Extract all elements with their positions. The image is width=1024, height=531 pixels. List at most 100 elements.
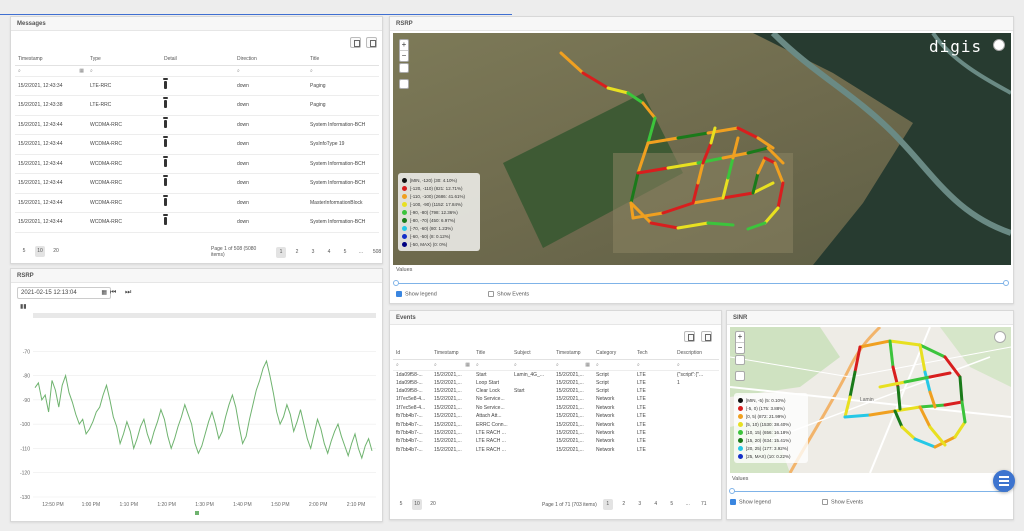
column-header[interactable]: Title <box>307 53 379 66</box>
info-icon[interactable] <box>163 136 168 148</box>
rsrp-map[interactable]: + − digis [MIN, -120) (30: 4.10%) [-120, … <box>393 33 1011 265</box>
column-header[interactable]: Type <box>87 53 161 66</box>
page-number[interactable]: 2 <box>295 248 299 255</box>
show-events-checkbox[interactable]: Show Events <box>822 499 863 505</box>
column-header[interactable]: Title <box>473 347 511 360</box>
checkbox-unchecked[interactable] <box>488 291 494 297</box>
filter-cell[interactable]: ⌕ <box>87 65 161 77</box>
table-row[interactable]: 15/2/2021, 12:43:38 LTE-RRC down Paging <box>15 95 379 116</box>
table-row[interactable]: 1da09f58-... 15/2/2021,... Clear Lock Start… <box>393 387 719 395</box>
checkbox-unchecked[interactable] <box>822 499 828 505</box>
column-header[interactable]: Tech <box>634 347 674 360</box>
filter-cell[interactable]: ⌕ <box>634 359 674 371</box>
info-icon[interactable] <box>163 175 168 187</box>
filter-cell[interactable]: ⌕ <box>511 359 553 371</box>
table-row[interactable]: 1da09f58-... 15/2/2021,... Loop Start 15/2/… <box>393 379 719 387</box>
copy-button[interactable] <box>366 37 377 48</box>
checkbox-checked[interactable] <box>396 291 402 297</box>
skip-back-icon[interactable]: ⏮ <box>110 289 117 296</box>
column-header[interactable]: Description <box>674 347 719 360</box>
page-number[interactable]: 5 <box>343 248 347 255</box>
table-row[interactable]: 15/2/2021, 12:43:44 WCDMA-RRC down System I… <box>15 212 379 233</box>
column-header[interactable]: Timestamp <box>15 53 87 66</box>
column-header[interactable]: Subject <box>511 347 553 360</box>
page-number[interactable]: 5 <box>670 501 674 507</box>
column-header[interactable]: Timestamp <box>553 347 593 360</box>
column-header[interactable]: Direction <box>234 53 307 66</box>
filter-cell[interactable] <box>161 65 234 77</box>
column-header[interactable]: Category <box>593 347 634 360</box>
table-row[interactable]: 1f7ec5e8-4... 15/2/2021,... No Service... 1… <box>393 404 719 412</box>
table-row[interactable]: 15/2/2021, 12:43:44 WCDMA-RRC down MasterIn… <box>15 193 379 213</box>
copy-button[interactable] <box>701 331 712 342</box>
filter-cell[interactable]: ⌕ <box>234 65 307 77</box>
table-row[interactable]: 15/2/2021, 12:43:34 LTE-RRC down Paging <box>15 76 379 96</box>
values-slider[interactable] <box>732 491 1008 492</box>
page-number[interactable]: 1 <box>276 246 286 258</box>
filter-cell[interactable]: ⌕ <box>593 359 634 371</box>
page-size-option[interactable]: 10 <box>412 499 422 510</box>
sinr-map[interactable]: Lamin + − [MIN, -5) (5: 0.10%) [-5, 0) (1… <box>730 327 1011 473</box>
page-number[interactable]: 2 <box>622 501 626 507</box>
zoom-range-bar[interactable] <box>33 313 376 318</box>
calendar-icon[interactable]: ▦ <box>79 67 84 74</box>
info-icon[interactable] <box>163 194 168 206</box>
table-row[interactable]: fb7bb4b7-... 15/2/2021,... LTE RACH ... 15/… <box>393 429 719 437</box>
info-icon[interactable] <box>163 97 168 109</box>
page-number[interactable]: 3 <box>638 501 642 507</box>
table-row[interactable]: 15/2/2021, 12:43:44 WCDMA-RRC down System I… <box>15 154 379 174</box>
page-size-option[interactable]: 5 <box>22 248 26 254</box>
calendar-icon[interactable]: ▦ <box>585 361 590 368</box>
table-row[interactable]: 1f7ec5e8-4... 15/2/2021,... No Service... 1… <box>393 395 719 403</box>
layer-toggle-button[interactable] <box>735 355 745 365</box>
show-legend-checkbox[interactable]: Show legend <box>396 291 437 297</box>
zoom-out-button[interactable]: − <box>400 50 408 60</box>
export-button[interactable] <box>684 331 695 342</box>
page-size-option[interactable]: 20 <box>430 501 436 507</box>
slider-start-handle[interactable] <box>393 280 399 286</box>
filter-cell[interactable]: ⌕ <box>307 65 379 77</box>
filter-cell[interactable]: ⌕ ▦ <box>431 359 473 371</box>
page-size-option[interactable]: 20 <box>53 248 59 254</box>
filter-cell[interactable]: ⌕ ▦ <box>553 359 593 371</box>
calendar-icon[interactable]: ▦ <box>465 361 470 368</box>
info-icon[interactable] <box>163 214 168 226</box>
table-row[interactable]: 15/2/2021, 12:43:44 WCDMA-RRC down System I… <box>15 115 379 135</box>
table-row[interactable]: fb7bb4b7-... 15/2/2021,... ERRC Conn... 15/… <box>393 420 719 428</box>
info-icon[interactable] <box>163 155 168 167</box>
layer-toggle-button[interactable] <box>399 63 409 73</box>
datetime-picker[interactable]: 2021-02-15 12:13:04 ▦ <box>17 287 111 299</box>
map-search-button[interactable] <box>735 371 745 381</box>
page-number[interactable]: 4 <box>327 248 331 255</box>
checkbox-checked[interactable] <box>730 499 736 505</box>
filter-cell[interactable]: ⌕ <box>393 359 431 371</box>
show-events-checkbox[interactable]: Show Events <box>488 291 529 297</box>
page-number[interactable]: 4 <box>654 501 658 507</box>
page-number[interactable]: 3 <box>311 248 315 255</box>
page-number[interactable]: 1 <box>602 499 613 510</box>
column-header[interactable]: Detail <box>161 53 234 66</box>
table-row[interactable]: 15/2/2021, 12:43:44 WCDMA-RRC down System I… <box>15 173 379 194</box>
table-row[interactable]: fb7bb4b7-... 15/2/2021,... Attach Att... 15… <box>393 412 719 420</box>
layers-icon[interactable] <box>993 39 1005 51</box>
column-header[interactable]: Id <box>393 347 431 360</box>
slider-end-handle[interactable] <box>1003 280 1009 286</box>
table-row[interactable]: 1da09f58-... 15/2/2021,... Start Lamin_4G_.… <box>393 370 719 379</box>
filter-cell[interactable]: ⌕ ▦ <box>15 65 87 77</box>
skip-forward-icon[interactable]: ⏭ <box>125 289 132 296</box>
table-row[interactable]: 15/2/2021, 12:43:44 WCDMA-RRC down SysInfoT… <box>15 134 379 155</box>
menu-fab-button[interactable] <box>993 470 1015 492</box>
info-icon[interactable] <box>163 116 168 128</box>
page-number[interactable]: 508 <box>372 248 382 255</box>
values-slider[interactable] <box>396 283 1008 284</box>
column-header[interactable]: Timestamp <box>431 347 473 360</box>
slider-start-handle[interactable] <box>729 488 735 494</box>
show-legend-checkbox[interactable]: Show legend <box>730 499 771 505</box>
zoom-in-button[interactable]: + <box>737 332 743 341</box>
info-icon[interactable] <box>163 77 168 89</box>
calendar-icon[interactable]: ▦ <box>101 290 107 296</box>
page-size-option[interactable]: 5 <box>399 501 403 507</box>
layers-icon[interactable] <box>994 331 1006 343</box>
page-size-option[interactable]: 10 <box>35 246 45 257</box>
export-button[interactable] <box>350 37 361 48</box>
